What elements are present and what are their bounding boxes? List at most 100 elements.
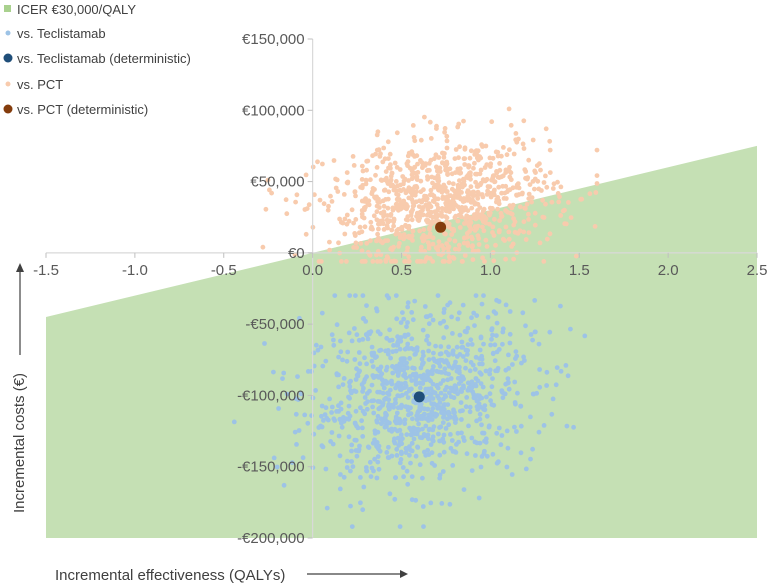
scatter-point: [496, 347, 502, 352]
scatter-point: [507, 309, 513, 314]
scatter-point: [479, 422, 484, 428]
scatter-point: [289, 460, 295, 465]
scatter-point: [374, 418, 380, 423]
scatter-point: [582, 333, 588, 339]
scatter-point: [434, 164, 439, 170]
scatter-point: [480, 255, 485, 261]
scatter-point: [372, 437, 377, 443]
scatter-point: [448, 394, 454, 400]
scatter-point: [447, 237, 452, 243]
scatter-point: [389, 378, 394, 384]
scatter-point: [409, 497, 415, 503]
scatter-point: [497, 218, 502, 224]
scatter-point: [467, 404, 473, 410]
scatter-point: [445, 402, 451, 407]
scatter-point: [420, 327, 426, 333]
scatter-point: [521, 354, 526, 360]
scatter-point: [544, 236, 550, 242]
scatter-point: [464, 451, 470, 457]
scatter-point: [309, 369, 314, 374]
scatter-point: [494, 197, 500, 202]
scatter-point: [425, 219, 430, 225]
scatter-point: [439, 214, 445, 219]
scatter-point: [550, 186, 556, 191]
legend-item: vs. Teclistamab (deterministic): [3, 51, 191, 66]
scatter-point: [450, 449, 456, 454]
scatter-point: [394, 204, 400, 209]
scatter-point: [454, 442, 459, 447]
scatter-point: [446, 422, 452, 428]
scatter-point: [409, 378, 415, 383]
scatter-point: [353, 293, 358, 298]
scatter-point: [495, 153, 501, 159]
scatter-point: [382, 187, 388, 193]
scatter-point: [455, 430, 461, 436]
scatter-point: [411, 436, 417, 442]
scatter-point: [443, 394, 449, 399]
scatter-point: [336, 240, 341, 246]
scatter-point: [409, 167, 415, 172]
scatter-point: [368, 219, 374, 225]
scatter-point: [334, 371, 340, 377]
scatter-point: [426, 436, 431, 442]
scatter-point: [478, 334, 484, 340]
scatter-point: [507, 164, 512, 170]
scatter-point: [483, 436, 489, 442]
scatter-point: [517, 204, 523, 210]
scatter-point: [384, 364, 390, 370]
scatter-point: [476, 242, 482, 247]
scatter-point: [356, 447, 362, 452]
scatter-point: [450, 350, 456, 355]
x-axis-title: Incremental effectiveness (QALYs): [55, 567, 285, 584]
scatter-point: [477, 154, 483, 160]
scatter-point: [395, 339, 401, 345]
scatter-point: [375, 413, 381, 419]
scatter-point: [385, 348, 391, 353]
scatter-point: [483, 237, 489, 243]
scatter-point: [384, 335, 390, 341]
scatter-point: [425, 333, 430, 339]
legend-swatch: [5, 30, 11, 36]
scatter-point: [380, 159, 386, 165]
scatter-point: [516, 185, 522, 191]
series-teclistamab: [231, 293, 588, 529]
scatter-point: [447, 259, 452, 264]
scatter-point: [490, 224, 496, 230]
scatter-point: [469, 315, 474, 321]
scatter-point: [358, 184, 363, 190]
scatter-point: [344, 221, 350, 227]
scatter-point: [422, 304, 428, 309]
scatter-point: [394, 367, 399, 373]
scatter-point: [322, 412, 328, 417]
scatter-point: [408, 427, 414, 433]
scatter-point: [370, 153, 375, 159]
scatter-point: [410, 203, 416, 209]
scatter-point: [409, 336, 415, 342]
scatter-point: [337, 416, 343, 422]
scatter-point: [457, 178, 462, 184]
scatter-point: [323, 358, 329, 364]
scatter-point: [522, 205, 528, 211]
scatter-point: [337, 453, 343, 459]
scatter-point: [431, 156, 437, 162]
scatter-point: [414, 417, 420, 422]
scatter-point: [462, 253, 468, 258]
scatter-point: [438, 344, 444, 349]
scatter-point: [412, 366, 417, 371]
scatter-point: [371, 375, 377, 380]
scatter-point: [381, 203, 387, 209]
scatter-point: [515, 390, 520, 396]
scatter-point: [430, 381, 436, 387]
scatter-point: [500, 395, 506, 401]
scatter-point: [431, 350, 436, 356]
scatter-point: [435, 208, 440, 213]
scatter-point: [441, 318, 447, 324]
scatter-point: [363, 181, 369, 187]
scatter-point: [352, 231, 358, 236]
scatter-point: [368, 238, 373, 244]
legend-item: vs. Teclistamab: [5, 26, 106, 41]
scatter-point: [355, 425, 361, 431]
scatter-point: [441, 439, 447, 445]
scatter-point: [426, 246, 432, 251]
scatter-point: [423, 377, 429, 383]
